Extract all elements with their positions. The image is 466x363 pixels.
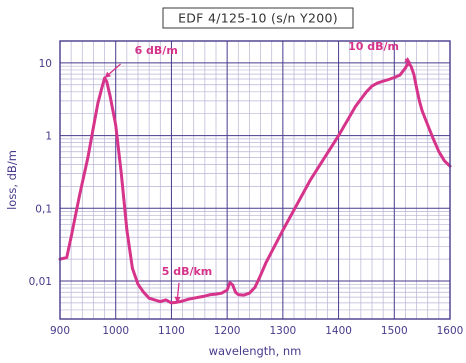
y-tick-label: 1 xyxy=(45,131,52,143)
x-tick-label: 1300 xyxy=(269,325,296,337)
chart-title: EDF 4/125-10 (s/n Y200) xyxy=(178,11,338,26)
plot-frame xyxy=(59,40,451,320)
minor-gridlines xyxy=(60,41,450,319)
x-axis-ticks: 900 1000 1100 1200 1300 1400 1500 1600 xyxy=(50,325,463,337)
x-axis-label: wavelength, nm xyxy=(209,344,302,358)
x-tick-label: 1500 xyxy=(381,325,408,337)
annotation-label: 6 dB/m xyxy=(135,44,178,57)
y-tick-label: 0,1 xyxy=(35,203,52,215)
x-tick-label: 1600 xyxy=(437,325,464,337)
annotation-arrowhead xyxy=(404,57,411,63)
annotation-arrowhead xyxy=(174,296,181,303)
y-axis-label: loss, dB/m xyxy=(5,150,19,210)
annotations: 6 dB/m 5 dB/km 10 dB/m xyxy=(104,40,412,303)
x-tick-label: 900 xyxy=(50,325,70,337)
major-gridlines xyxy=(60,41,450,319)
annotation-arrowhead xyxy=(104,71,112,78)
y-tick-label: 10 xyxy=(39,58,52,70)
loss-curve xyxy=(58,61,452,305)
chart-title-box xyxy=(162,7,354,29)
y-axis-ticks: 0,01 0,1 1 10 xyxy=(29,58,52,288)
x-tick-label: 1400 xyxy=(325,325,352,337)
annotation-label: 5 dB/km xyxy=(162,265,213,278)
x-tick-label: 1200 xyxy=(214,325,241,337)
x-tick-label: 1000 xyxy=(102,325,129,337)
x-tick-label: 1100 xyxy=(158,325,185,337)
y-tick-label: 0,01 xyxy=(29,276,52,288)
annotation-label: 10 dB/m xyxy=(348,40,399,53)
